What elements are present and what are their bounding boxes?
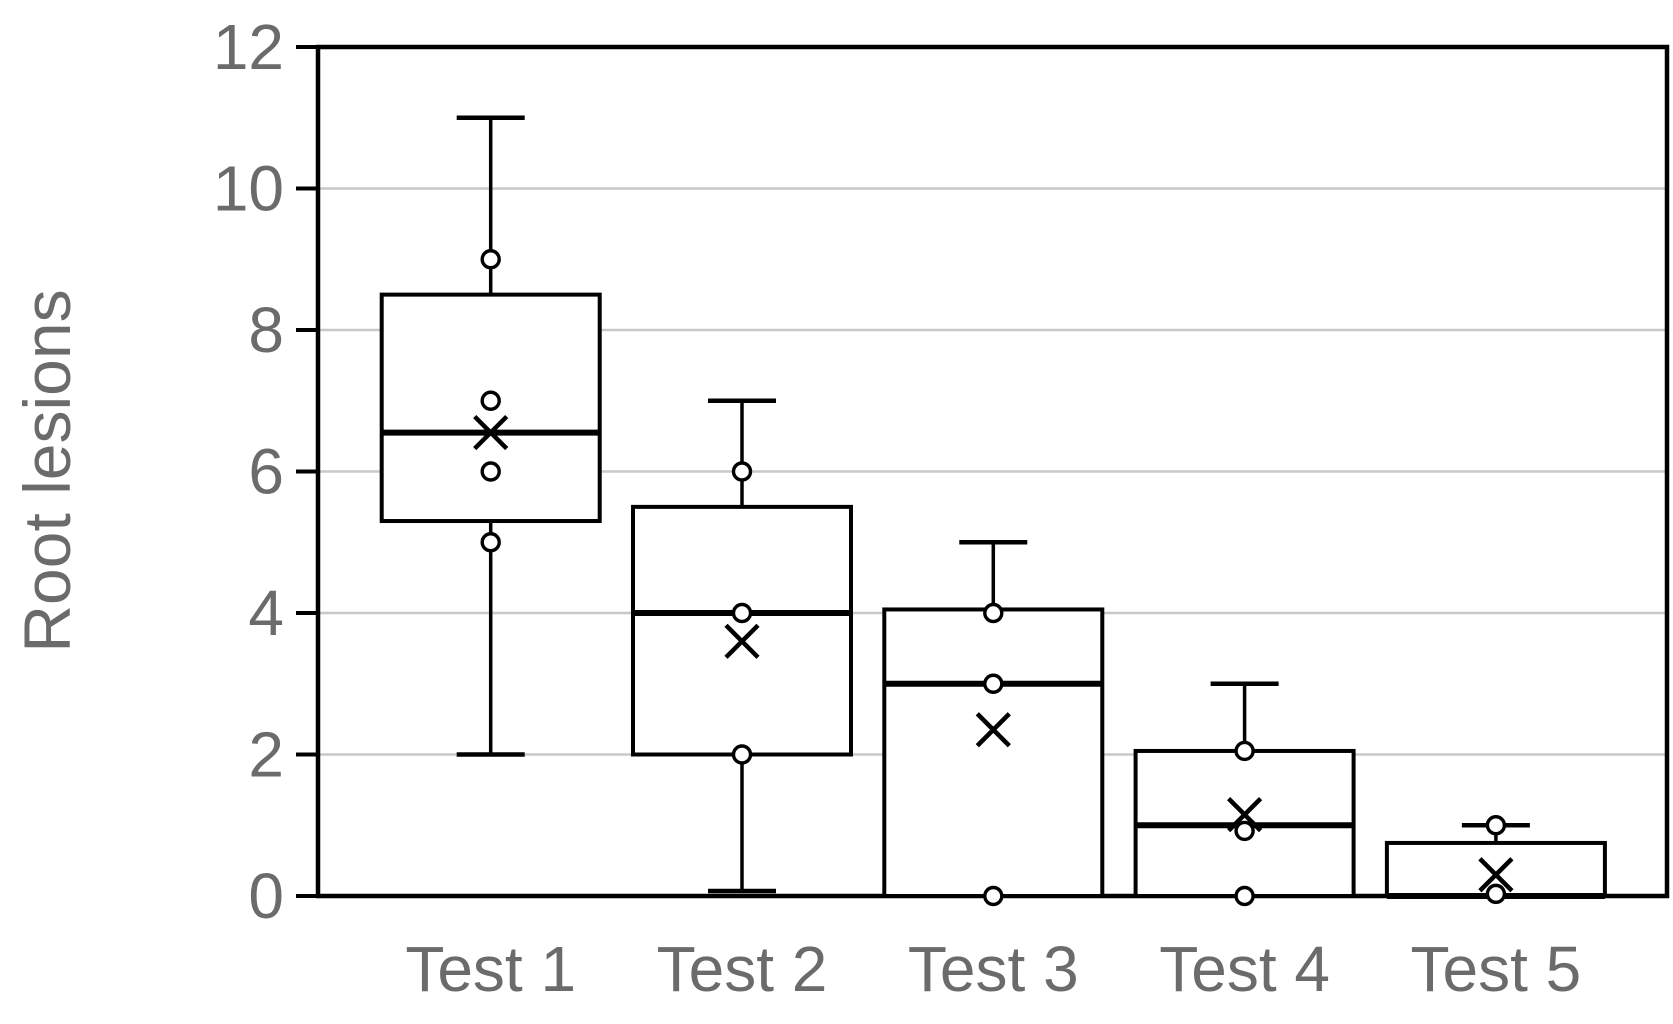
boxplot-test-3 — [882, 540, 1105, 907]
boxplot-test-5 — [1384, 815, 1607, 905]
data-point — [480, 532, 501, 553]
data-point — [983, 885, 1004, 907]
mean-marker — [1478, 857, 1514, 893]
data-point — [1234, 885, 1255, 907]
x-category-label: Test 1 — [405, 933, 576, 1005]
y-tick-label: 6 — [248, 436, 284, 508]
data-point — [480, 390, 501, 411]
data-point — [731, 744, 753, 765]
y-tick-label: 4 — [248, 577, 284, 649]
data-point — [1234, 820, 1255, 842]
data-point — [480, 461, 501, 482]
boxplot-test-4 — [1133, 681, 1356, 907]
x-category-label: Test 3 — [908, 933, 1079, 1005]
y-axis-title: Root lesions — [10, 289, 84, 653]
box-iqr — [631, 504, 853, 757]
mean-marker — [1227, 797, 1263, 833]
data-point — [731, 602, 753, 624]
mean-marker — [724, 623, 760, 659]
x-category-label: Test 4 — [1159, 933, 1330, 1005]
box-iqr — [882, 607, 1105, 899]
data-point — [983, 602, 1004, 624]
x-category-label: Test 2 — [657, 933, 828, 1005]
data-point — [1485, 883, 1507, 905]
data-point — [1485, 815, 1507, 836]
boxplot-test-1 — [379, 115, 602, 757]
data-point — [731, 461, 753, 482]
y-tick-label: 8 — [248, 294, 284, 366]
data-point — [983, 673, 1004, 694]
y-tick-label: 10 — [213, 153, 284, 225]
x-category-label: Test 5 — [1411, 933, 1582, 1005]
data-point — [1234, 740, 1255, 762]
y-tick-label: 2 — [248, 719, 284, 791]
y-tick-label: 0 — [248, 860, 284, 932]
data-point — [480, 249, 501, 270]
y-tick-label: 12 — [213, 11, 284, 83]
mean-marker — [473, 414, 509, 451]
boxplot-test-2 — [631, 398, 853, 894]
mean-marker — [975, 712, 1011, 748]
